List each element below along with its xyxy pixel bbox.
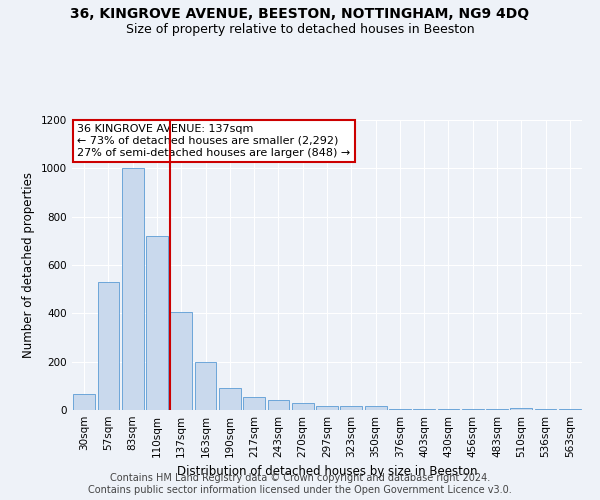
X-axis label: Distribution of detached houses by size in Beeston: Distribution of detached houses by size … <box>177 466 477 478</box>
Bar <box>437 409 460 410</box>
Bar <box>292 403 314 410</box>
Bar <box>219 388 241 410</box>
Text: Size of property relative to detached houses in Beeston: Size of property relative to detached ho… <box>125 22 475 36</box>
Bar <box>365 406 386 410</box>
Bar <box>462 409 484 410</box>
Bar <box>170 312 192 410</box>
Bar <box>559 409 581 410</box>
Bar <box>535 409 556 410</box>
Bar <box>413 409 435 410</box>
Bar <box>73 394 95 410</box>
Bar <box>146 236 168 410</box>
Bar <box>268 400 289 410</box>
Bar <box>243 396 265 410</box>
Bar <box>486 409 508 410</box>
Bar <box>97 282 119 410</box>
Bar <box>389 409 411 410</box>
Bar <box>194 362 217 410</box>
Text: 36 KINGROVE AVENUE: 137sqm
← 73% of detached houses are smaller (2,292)
27% of s: 36 KINGROVE AVENUE: 137sqm ← 73% of deta… <box>77 124 350 158</box>
Bar <box>511 408 532 410</box>
Text: 36, KINGROVE AVENUE, BEESTON, NOTTINGHAM, NG9 4DQ: 36, KINGROVE AVENUE, BEESTON, NOTTINGHAM… <box>70 8 530 22</box>
Bar <box>316 406 338 410</box>
Y-axis label: Number of detached properties: Number of detached properties <box>22 172 35 358</box>
Bar <box>340 406 362 410</box>
Bar <box>122 168 143 410</box>
Text: Contains HM Land Registry data © Crown copyright and database right 2024.
Contai: Contains HM Land Registry data © Crown c… <box>88 474 512 495</box>
